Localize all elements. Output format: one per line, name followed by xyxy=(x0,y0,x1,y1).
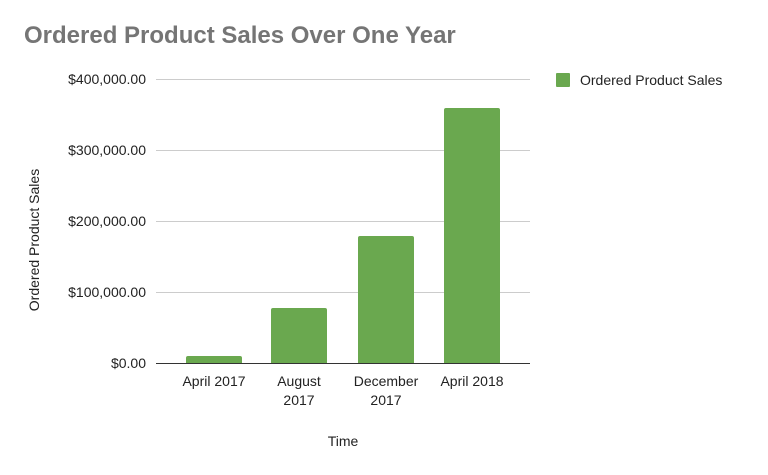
gridline-200k xyxy=(156,221,530,222)
x-axis-label: Time xyxy=(327,433,359,449)
y-tick: $100,000.00 xyxy=(68,284,146,300)
y-tick: $0.00 xyxy=(110,355,146,371)
y-axis-label: Ordered Product Sales xyxy=(26,168,42,312)
x-tick: August 2017 xyxy=(277,373,321,408)
x-tick: April 2018 xyxy=(440,373,504,389)
gridline-100k xyxy=(156,292,530,293)
x-tick: April 2017 xyxy=(182,373,246,389)
legend-label: Ordered Product Sales xyxy=(580,72,723,88)
x-tick: December 2017 xyxy=(353,373,419,408)
bar[interactable] xyxy=(444,108,500,363)
chart-title: Ordered Product Sales Over One Year xyxy=(24,22,456,49)
bar[interactable] xyxy=(271,307,327,363)
legend: Ordered Product Sales xyxy=(556,72,722,88)
legend-swatch xyxy=(556,73,570,87)
gridline-300k xyxy=(156,150,530,151)
x-axis-line xyxy=(156,363,530,364)
y-tick: $300,000.00 xyxy=(68,142,146,158)
y-tick: $200,000.00 xyxy=(68,213,146,229)
bar[interactable] xyxy=(358,235,414,363)
y-tick: $400,000.00 xyxy=(68,71,146,87)
bar[interactable] xyxy=(186,355,242,363)
gridline-400k xyxy=(156,79,530,80)
